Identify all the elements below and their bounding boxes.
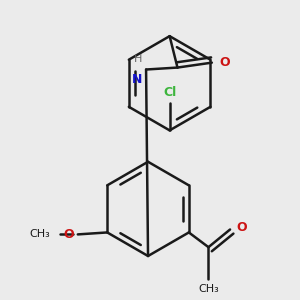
Text: CH₃: CH₃	[30, 230, 50, 239]
Text: O: O	[236, 221, 247, 234]
Text: N: N	[132, 74, 142, 86]
Text: CH₃: CH₃	[198, 284, 219, 295]
Text: H: H	[134, 54, 142, 64]
Text: O: O	[63, 228, 74, 241]
Text: Cl: Cl	[163, 86, 176, 99]
Text: O: O	[220, 56, 230, 69]
